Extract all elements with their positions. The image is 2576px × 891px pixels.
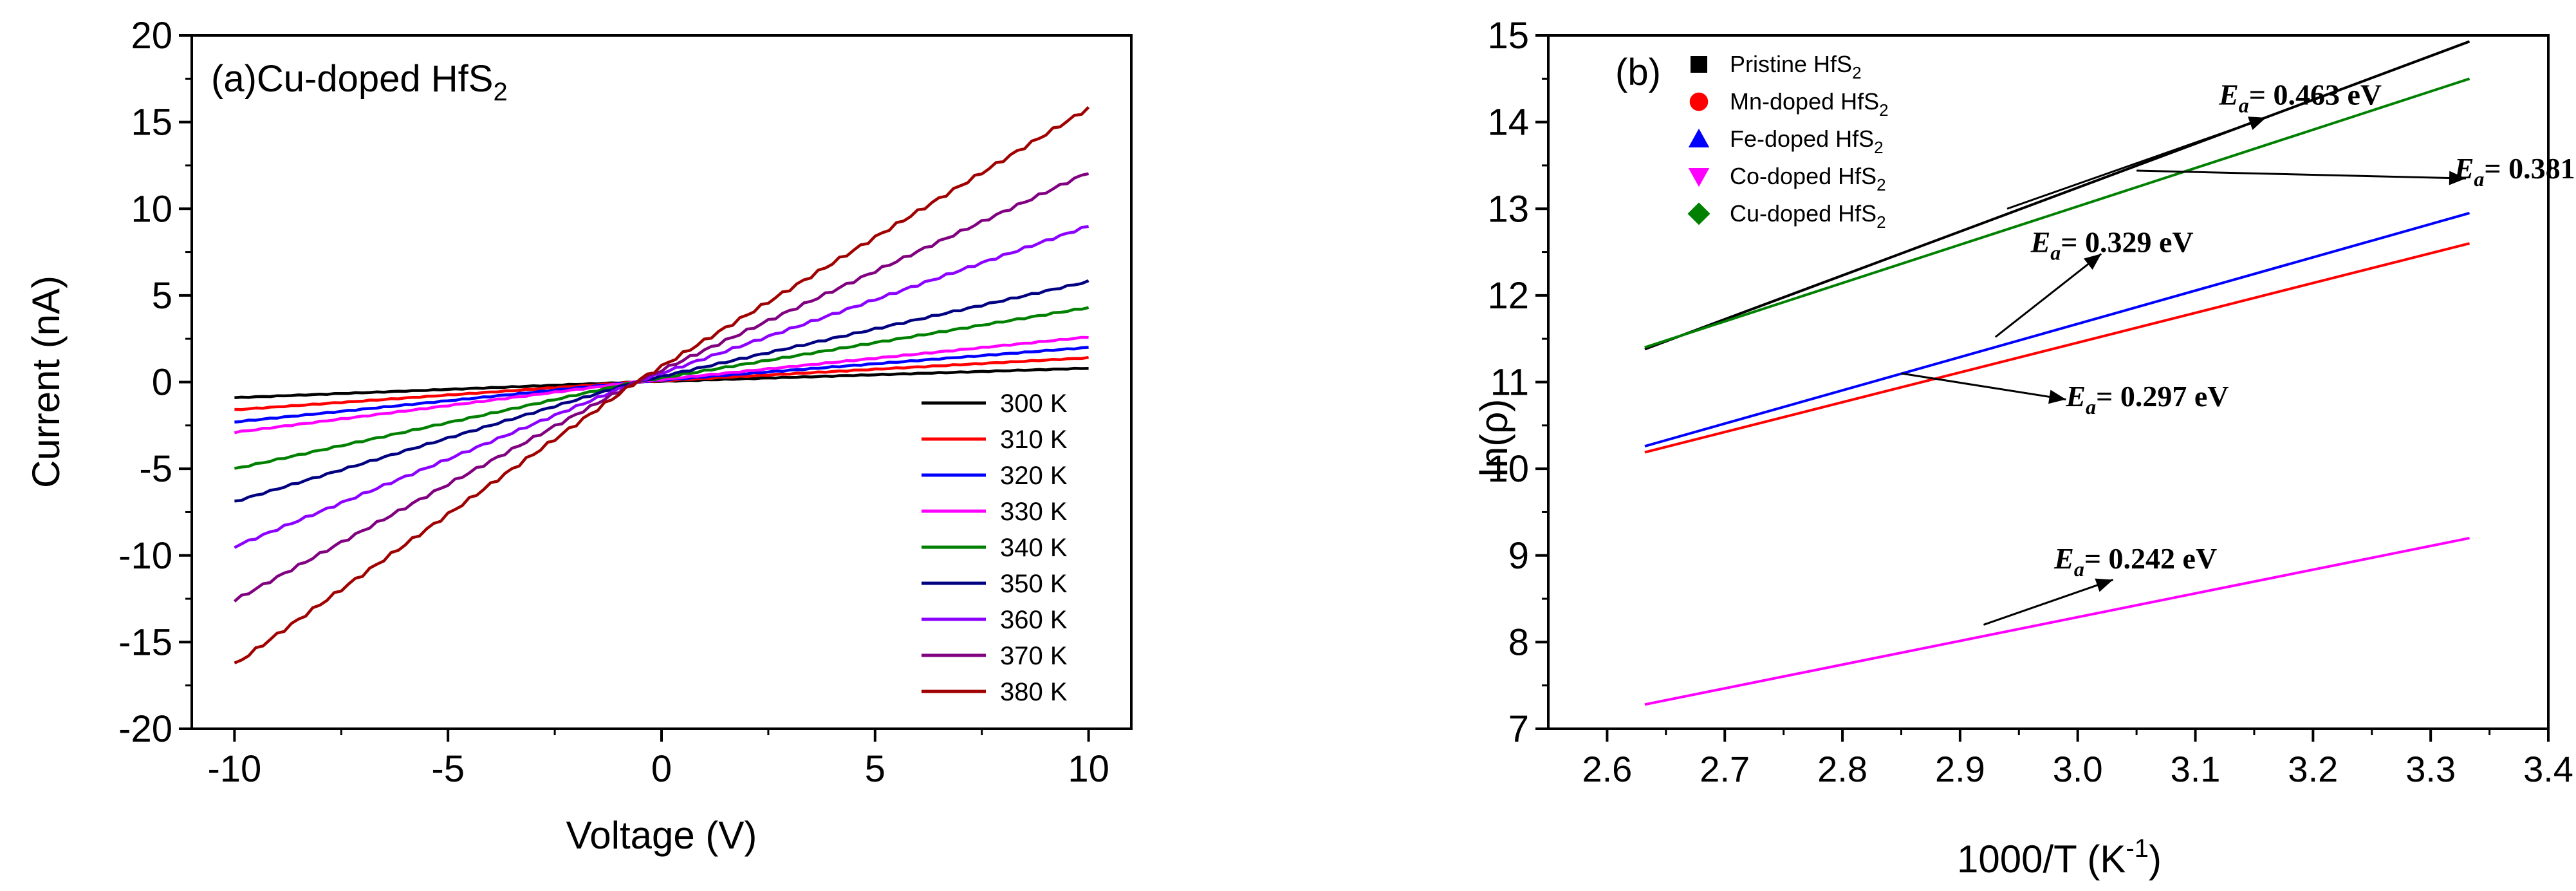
annotation-arrow-head	[2248, 117, 2266, 130]
legend-marker-pristine-hfs	[1691, 56, 1707, 73]
y-tick-label: 13	[1487, 188, 1529, 230]
x-tick-label: 5	[865, 748, 885, 790]
x-tick-label: 0	[651, 748, 672, 790]
x-tick-label: 2.8	[1817, 749, 1867, 789]
annotation-arrow-head	[2095, 578, 2113, 592]
annotation-label-fe-doped-hfs: Ea= 0.329 eV	[2030, 226, 2194, 265]
legend-label-340-k: 340 K	[1000, 534, 1068, 562]
x-tick-label: 2.6	[1582, 749, 1632, 789]
y-tick-label: -15	[118, 621, 172, 663]
y-tick-label: -10	[118, 535, 172, 577]
y-tick-label: 11	[1490, 362, 1529, 404]
x-tick-label: 3.1	[2171, 749, 2221, 789]
y-tick-label: 12	[1487, 275, 1529, 317]
series-line-380-k	[234, 106, 1090, 664]
x-tick-label: 3.4	[2523, 749, 2573, 789]
x-tick-label: 10	[1068, 748, 1109, 790]
legend-label-360-k: 360 K	[1000, 606, 1068, 634]
fit-line-pristine-hfs	[1644, 40, 2470, 351]
y-tick-label: -5	[139, 448, 172, 490]
annotation-arrow-line	[1901, 372, 2066, 400]
y-tick-label: 9	[1508, 535, 1529, 577]
y-tick-label: 8	[1508, 621, 1529, 663]
y-tick-label: 5	[152, 275, 172, 317]
panel-b-legend: Pristine HfS2 Mn-doped HfS2 Fe-doped HfS2 C…	[1687, 51, 1889, 232]
series-line-330-k	[234, 335, 1089, 435]
annotation-arrow-head	[2449, 171, 2467, 185]
x-tick-label: -5	[431, 748, 465, 790]
panel-b-annotations: Ea= 0.463 eV Ea= 0.381 eV Ea= 0.329 eV Ea= …	[1901, 79, 2576, 626]
y-tick-label: 10	[131, 188, 172, 230]
panel-b-x-axis-label: 1000/T (K-1)	[1957, 834, 2162, 881]
annotation-arrow-line	[2136, 169, 2467, 180]
panel-b-y-axis-label: ln(ρ)	[1472, 399, 1515, 477]
annotation-label-mn-doped-hfs: Ea= 0.297 eV	[2065, 380, 2229, 418]
annotation-arrow-line	[2006, 117, 2266, 210]
y-tick-label: 20	[131, 15, 172, 57]
annotation-label-pristine-hfs: Ea= 0.463 eV	[2218, 79, 2382, 117]
legend-label-320-k: 320 K	[1000, 462, 1068, 490]
annotation-label-cu-doped-hfs: Ea= 0.381 eV	[2454, 152, 2576, 191]
legend-label-380-k: 380 K	[1000, 678, 1068, 706]
annotation-arrow-line	[1994, 253, 2102, 338]
legend-marker-mn-doped-hfs	[1689, 92, 1709, 111]
legend-label-330-k: 330 K	[1000, 498, 1068, 526]
series-line-340-k	[234, 306, 1089, 470]
panel-b-label: (b)	[1615, 52, 1661, 93]
x-tick-label: 2.9	[1935, 749, 1985, 789]
series-line-320-k	[234, 346, 1089, 424]
y-tick-label: 14	[1487, 102, 1529, 144]
legend-marker-cu-doped-hfs	[1687, 202, 1710, 225]
y-tick-label: 10	[1487, 448, 1529, 490]
legend-marker-fe-doped-hfs	[1688, 128, 1710, 147]
x-tick-label: 3.3	[2405, 749, 2456, 789]
legend-label-fe-doped-hfs: Fe-doped HfS2	[1730, 126, 1884, 157]
panel-a-legend: 300 K 310 K 320 K 330 K 340 K 350 K 360 K 370 K…	[922, 389, 1068, 706]
x-tick-label: 3.2	[2288, 749, 2338, 789]
y-tick-label: -20	[118, 708, 172, 750]
series-line-350-k	[234, 279, 1089, 503]
legend-label-cu-doped-hfs: Cu-doped HfS2	[1730, 200, 1886, 232]
y-tick-label: 15	[131, 102, 172, 144]
legend-label-pristine-hfs: Pristine HfS2	[1730, 51, 1862, 82]
annotation-arrow-head	[2048, 389, 2066, 404]
legend-label-co-doped-hfs: Co-doped HfS2	[1730, 163, 1886, 194]
y-tick-label: 7	[1508, 708, 1529, 750]
fit-line-fe-doped-hfs	[1644, 212, 2470, 448]
panel-a: -10 -5 0 5 10 -20 -15 -10 -5 0 5 10 15 20 (a)Cu-dope…	[24, 15, 1133, 857]
legend-label-310-k: 310 K	[1000, 426, 1068, 454]
fit-line-mn-doped-hfs	[1644, 242, 2470, 454]
x-tick-label: 3.0	[2053, 749, 2103, 789]
panel-a-y-ticks: -20 -15 -10 -5 0 5 10 15 20	[118, 15, 192, 750]
fit-line-cu-doped-hfs	[1644, 77, 2470, 349]
legend-marker-co-doped-hfs	[1688, 168, 1710, 187]
panel-b-y-ticks: 7 8 9 10 11 12 13 14 15	[1487, 15, 1548, 750]
annotation-label-co-doped-hfs: Ea= 0.242 eV	[2053, 542, 2217, 581]
panel-a-x-ticks: -10 -5 0 5 10	[207, 729, 1109, 790]
annotation-arrow-head	[2084, 254, 2102, 270]
y-tick-label: 0	[152, 362, 172, 404]
panel-a-x-axis-label: Voltage (V)	[566, 814, 757, 857]
series-line-360-k	[234, 225, 1089, 549]
panel-b: Ea= 0.463 eV Ea= 0.381 eV Ea= 0.329 eV Ea= …	[1472, 15, 2576, 881]
series-line-370-k	[233, 172, 1089, 603]
x-tick-label: -10	[207, 748, 261, 790]
panel-a-series-lines	[233, 106, 1090, 664]
x-tick-label: 2.7	[1700, 749, 1750, 789]
legend-label-300-k: 300 K	[1000, 389, 1068, 418]
legend-label-350-k: 350 K	[1000, 570, 1068, 598]
legend-label-370-k: 370 K	[1000, 642, 1068, 670]
panel-a-title: (a)Cu-doped HfS2	[211, 58, 508, 106]
panel-a-y-axis-label: Current (nA)	[24, 276, 68, 488]
panel-b-fit-lines	[1644, 40, 2470, 706]
panel-b-x-ticks: 2.6 2.7 2.8 2.9 3.0 3.1 3.2 3.3 3.4	[1582, 729, 2573, 789]
fit-line-co-doped-hfs	[1644, 536, 2470, 706]
legend-label-mn-doped-hfs: Mn-doped HfS2	[1730, 88, 1889, 120]
y-tick-label: 15	[1487, 15, 1529, 57]
annotation-arrow-line	[1983, 579, 2114, 626]
